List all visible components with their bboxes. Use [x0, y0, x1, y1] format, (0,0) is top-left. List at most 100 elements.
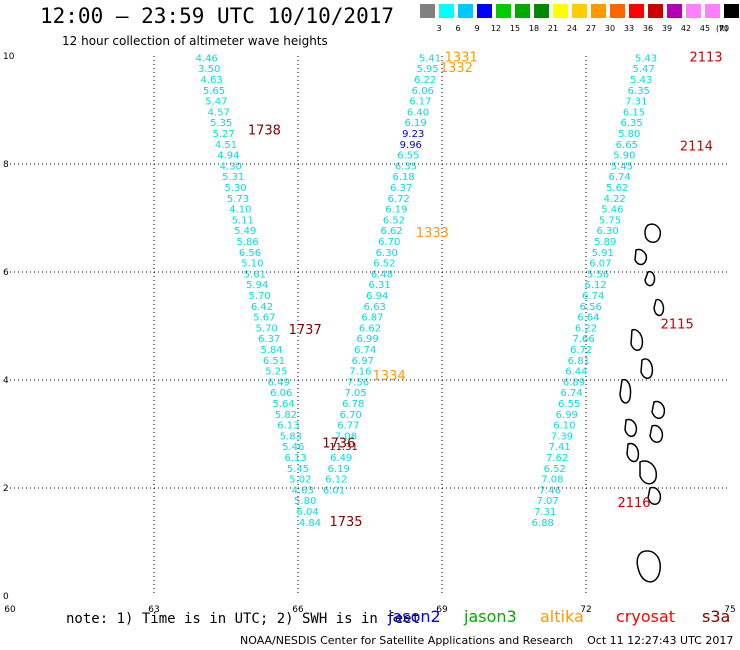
wave-height-value: 5.95: [416, 64, 438, 75]
wave-height-value: 6.18: [392, 172, 414, 183]
color-scale-swatch: [458, 4, 473, 18]
color-scale-label: 9: [474, 24, 480, 33]
wave-height-value: 4.22: [604, 194, 626, 205]
color-scale-label: 15: [509, 24, 521, 33]
wave-height-value: 5.86: [236, 237, 258, 248]
color-scale-label: 12: [490, 24, 502, 33]
color-scale-swatch: [534, 4, 549, 18]
color-scale-swatch: [477, 4, 492, 18]
satellite-legend-s3a: s3a: [702, 607, 731, 626]
island-outline: [644, 223, 662, 243]
wave-height-value: 6.77: [337, 421, 359, 432]
wave-height-value: 6.06: [270, 388, 292, 399]
wave-height-value: 5.02: [289, 475, 311, 486]
color-scale-label: 6: [455, 24, 461, 33]
wave-height-value: 6.40: [407, 107, 429, 118]
wave-height-value: 5.11: [232, 215, 254, 226]
chart-title: 12:00 – 23:59 UTC 10/10/2017: [40, 4, 395, 28]
wave-height-value: 5.70: [248, 291, 270, 302]
color-scale-swatch: [572, 4, 587, 18]
wave-height-value: 5.41: [419, 53, 441, 64]
wave-height-value: 7.66: [572, 334, 594, 345]
color-scale-label: 27: [585, 24, 597, 33]
x-tick-label: 72: [580, 605, 591, 615]
satellite-legend-jason2: jason2: [388, 607, 441, 626]
pass-time-label: 1332: [440, 61, 473, 76]
wave-height-value: 6.35: [620, 118, 642, 129]
island-outline: [626, 442, 640, 463]
island-outline: [639, 460, 657, 485]
wave-height-value: 6.12: [584, 280, 606, 291]
pass-time-label: 2114: [680, 140, 713, 155]
color-scale-swatch: [591, 4, 606, 18]
color-scale-label: 36: [642, 24, 654, 33]
wave-height-value: 6.44: [565, 367, 587, 378]
wave-height-value: 5.83: [280, 431, 302, 442]
pass-time-label: 1736: [322, 437, 355, 452]
x-tick-label: 69: [436, 605, 448, 615]
wave-height-value: 6.89: [563, 377, 585, 388]
wave-height-value: 6.87: [361, 313, 383, 324]
altimeter-tracks: 4.463.504.635.655.474.575.355.274.514.94…: [196, 53, 657, 528]
x-tick-label: 66: [292, 605, 304, 615]
wave-height-value: 6.13: [284, 453, 306, 464]
y-tick-label: 2: [3, 484, 9, 494]
wave-height-value: 5.91: [592, 248, 614, 259]
wave-height-value: 6.78: [342, 399, 364, 410]
wave-height-value: 6.97: [352, 356, 374, 367]
wave-height-value: 6.56: [580, 302, 602, 313]
wave-height-value: 6.74: [560, 388, 582, 399]
wave-height-value: 6.63: [364, 302, 386, 313]
wave-height-value: 5.45: [287, 464, 309, 475]
color-scale-swatch: [724, 4, 739, 18]
wave-height-value: 7.07: [536, 496, 558, 507]
wave-height-value: 3.50: [198, 64, 220, 75]
wave-height-value: 6.22: [414, 75, 436, 86]
color-scale-swatch: [629, 4, 644, 18]
wave-height-value: 4.10: [229, 205, 251, 216]
wave-height-value: 5.64: [272, 399, 294, 410]
wave-height-value: 5.89: [594, 237, 616, 248]
color-scale-label: 33: [623, 24, 635, 33]
y-tick-label: 10: [3, 52, 15, 62]
wave-height-value: 6.52: [373, 259, 395, 270]
wave-height-value: 5.80: [294, 496, 316, 507]
wave-height-value: 6.42: [251, 302, 273, 313]
pass-time-label: 2115: [661, 318, 694, 333]
wave-height-value: 7.05: [344, 388, 366, 399]
wave-height-value: 5.30: [224, 183, 246, 194]
footer-credit: NOAA/NESDIS Center for Satellite Applica…: [240, 634, 734, 647]
island-outline: [651, 400, 666, 419]
wave-height-value: 7.62: [546, 453, 568, 464]
track-west: 4.463.504.635.655.474.575.355.274.514.94…: [196, 53, 321, 528]
wave-height-value: 7.08: [335, 431, 357, 442]
wave-height-value: 6.55: [397, 151, 419, 162]
wave-height-value: 4.57: [208, 107, 230, 118]
island-outline: [640, 358, 654, 379]
wave-height-value: 6.70: [378, 237, 400, 248]
wave-height-value: 6.62: [380, 226, 402, 237]
wave-height-value: 5.90: [613, 151, 635, 162]
wave-height-value: 6.37: [390, 183, 412, 194]
wave-height-value: 5.31: [222, 172, 244, 183]
wave-height-value: 6.37: [258, 334, 280, 345]
wave-height-value: 7.39: [551, 431, 573, 442]
island-outline: [649, 424, 664, 443]
wave-height-value: 6.30: [376, 248, 398, 259]
island-outline: [619, 378, 632, 404]
wave-height-value: 6.07: [589, 259, 611, 270]
lat-lon-grid: 60 63 66 69 72 75 0 2 4 6 8 10: [3, 52, 736, 615]
wave-height-value: 6.94: [366, 291, 388, 302]
island-outline: [634, 248, 648, 266]
color-scale-label: 18: [528, 24, 540, 33]
wave-height-value: 5.82: [275, 410, 297, 421]
pass-time-label: 2113: [689, 50, 722, 65]
wave-height-value: 7.46: [539, 485, 561, 496]
wave-height-value: 6.13: [277, 421, 299, 432]
wave-height-value: 6.64: [577, 313, 599, 324]
color-scale-label: 21: [547, 24, 559, 33]
wave-height-value: 6.70: [340, 410, 362, 421]
wave-height-value: 6.04: [296, 507, 318, 518]
pass-time-label: 1334: [373, 369, 406, 384]
